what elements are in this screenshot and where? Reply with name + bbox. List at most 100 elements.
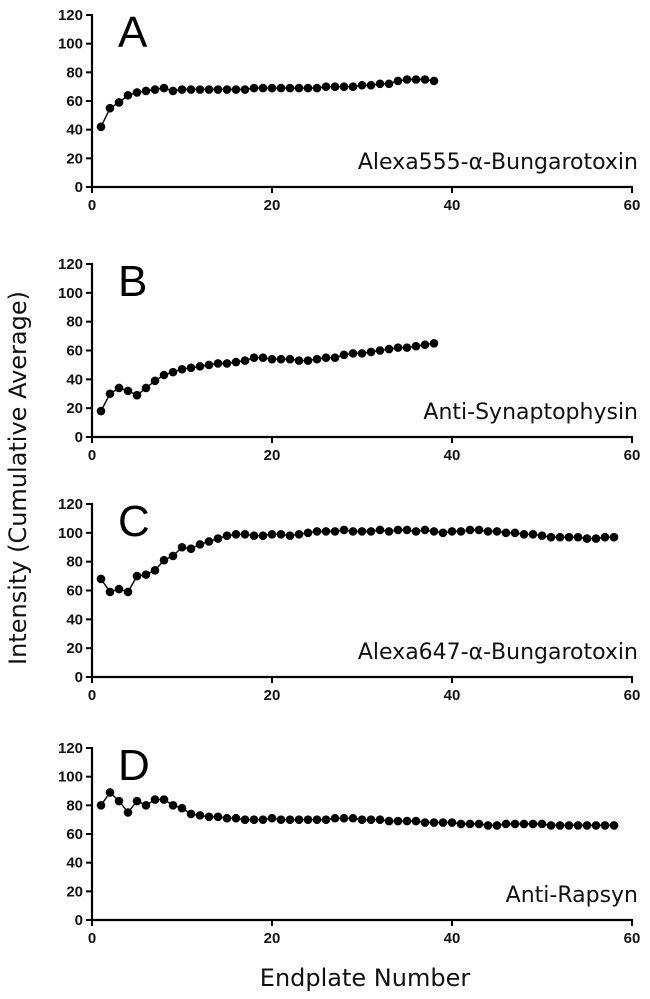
x-tick-label: 20 xyxy=(264,447,281,464)
y-tick-label: 0 xyxy=(75,179,83,196)
data-point xyxy=(105,587,115,597)
y-tick-label: 100 xyxy=(58,769,83,786)
data-point xyxy=(240,529,250,539)
data-point xyxy=(150,376,160,386)
data-point xyxy=(609,821,619,830)
data-point xyxy=(105,103,115,113)
data-point xyxy=(411,341,421,351)
data-point xyxy=(474,819,484,829)
data-point xyxy=(474,525,484,535)
data-point xyxy=(492,527,502,536)
data-point xyxy=(447,818,457,827)
data-point xyxy=(366,347,376,357)
data-point xyxy=(141,383,151,393)
data-point xyxy=(411,75,421,84)
data-point xyxy=(582,534,592,543)
y-tick-label: 60 xyxy=(66,826,83,843)
data-point xyxy=(582,821,592,830)
data-point xyxy=(231,529,241,539)
x-axis-title: Endplate Number xyxy=(260,964,471,992)
data-point xyxy=(339,350,349,360)
data-point xyxy=(420,818,430,827)
data-point xyxy=(96,406,106,416)
data-point xyxy=(177,803,187,813)
data-point xyxy=(186,544,196,553)
data-point xyxy=(141,570,151,579)
data-point xyxy=(123,386,133,396)
data-point xyxy=(105,389,115,399)
series-label: Anti-Synaptophysin xyxy=(423,400,638,425)
data-point xyxy=(348,349,358,358)
data-point xyxy=(357,527,367,536)
data-point xyxy=(285,354,295,364)
data-point xyxy=(276,83,286,93)
chart-panel-c: 0 20 40 60 80 100 120 0 20 40 60 C Alexa647-α-Bungar… xyxy=(58,496,640,704)
data-point xyxy=(303,815,313,824)
data-point xyxy=(456,527,466,536)
data-point xyxy=(285,531,295,541)
panel-letter: B xyxy=(118,257,147,306)
y-tick-label: 80 xyxy=(66,314,83,331)
y-tick-label: 120 xyxy=(58,740,83,757)
data-point xyxy=(96,122,106,132)
data-point xyxy=(321,527,331,536)
x-tick-label: 0 xyxy=(88,447,96,464)
data-point xyxy=(429,818,439,827)
data-point xyxy=(132,390,142,400)
data-point xyxy=(528,819,538,829)
data-point xyxy=(321,815,331,824)
x-tick-label: 40 xyxy=(444,197,461,214)
data-point xyxy=(438,528,448,538)
y-tick-label: 100 xyxy=(58,525,83,542)
data-point xyxy=(330,82,340,91)
data-point xyxy=(285,815,295,824)
data-point xyxy=(339,525,349,535)
y-axis-title: Intensity (Cumulative Average) xyxy=(4,291,32,665)
data-point xyxy=(501,528,511,538)
data-point xyxy=(402,525,412,535)
data-point xyxy=(339,82,349,91)
data-point xyxy=(105,788,115,797)
series-label: Alexa647-α-Bungarotoxin xyxy=(358,640,638,665)
data-point xyxy=(96,574,106,584)
data-point xyxy=(195,85,205,94)
data-point xyxy=(393,76,403,86)
data-point xyxy=(150,85,160,94)
data-point xyxy=(330,353,340,363)
data-point xyxy=(132,88,142,97)
y-tick-label: 100 xyxy=(58,36,83,53)
data-point xyxy=(312,815,322,824)
y-tick-label: 20 xyxy=(66,400,83,417)
data-point xyxy=(195,362,205,371)
data-point xyxy=(276,354,286,364)
data-point xyxy=(429,527,439,536)
data-point xyxy=(321,82,331,91)
data-point xyxy=(150,566,160,575)
data-point xyxy=(564,532,574,542)
series-label: Alexa555-α-Bungarotoxin xyxy=(358,150,638,175)
data-point xyxy=(141,801,151,810)
data-point xyxy=(402,75,412,84)
data-point xyxy=(204,537,214,546)
data-point xyxy=(249,83,259,93)
data-point xyxy=(240,85,250,94)
data-point xyxy=(330,813,340,823)
y-tick-label: 40 xyxy=(66,371,83,388)
data-point xyxy=(465,525,475,535)
y-tick-label: 60 xyxy=(66,343,83,360)
data-point xyxy=(204,812,214,822)
data-point xyxy=(168,367,178,377)
data-point xyxy=(213,359,223,368)
data-point xyxy=(258,83,268,93)
data-point xyxy=(123,808,133,817)
data-point xyxy=(177,85,187,94)
data-point xyxy=(393,343,403,352)
data-point xyxy=(294,83,304,93)
x-tick-label: 20 xyxy=(264,687,281,704)
chart-panel-d: 0 20 40 60 80 100 120 0 20 40 60 D Anti-Rapsyn xyxy=(58,740,640,947)
data-point xyxy=(195,540,205,549)
data-point xyxy=(213,85,223,94)
x-tick-label: 40 xyxy=(444,930,461,947)
data-point xyxy=(258,815,268,824)
data-point xyxy=(375,815,385,824)
